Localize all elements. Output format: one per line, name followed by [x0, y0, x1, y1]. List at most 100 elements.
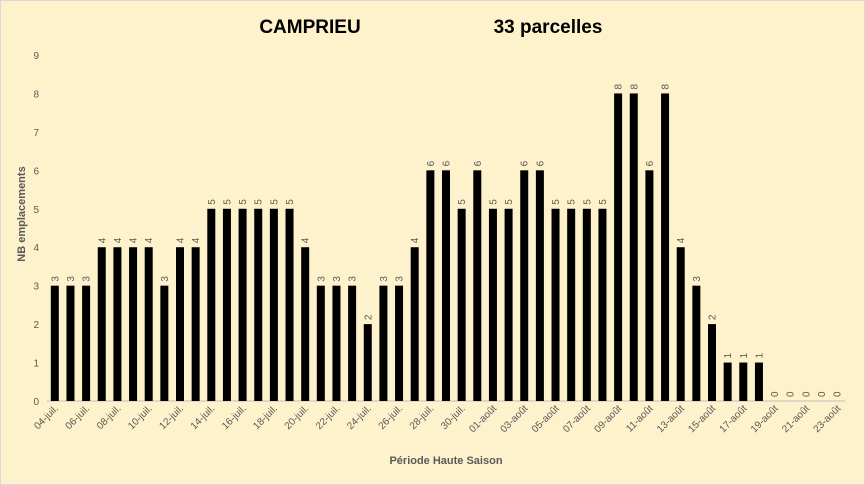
y-tick-label: 6 — [33, 166, 39, 177]
value-label: 3 — [82, 276, 93, 282]
value-label: 5 — [238, 199, 249, 205]
bar — [410, 247, 419, 401]
value-label: 6 — [535, 160, 546, 166]
bar — [614, 93, 623, 401]
value-label: 5 — [582, 199, 593, 205]
bar — [97, 247, 106, 401]
bar — [442, 170, 450, 401]
bar — [176, 247, 184, 401]
value-label: 3 — [160, 276, 171, 282]
bar — [207, 208, 216, 401]
y-tick-label: 1 — [33, 359, 39, 370]
bar — [676, 247, 685, 401]
chart-subtitle: 33 parcelles — [494, 17, 603, 38]
bar — [504, 208, 513, 401]
bar — [50, 285, 59, 401]
bar — [160, 285, 169, 401]
bar — [254, 208, 263, 401]
bar — [708, 324, 716, 401]
bar — [363, 324, 372, 401]
y-tick-label: 8 — [33, 89, 39, 100]
value-label: 0 — [786, 391, 797, 397]
value-label: 4 — [676, 237, 687, 243]
value-label: 4 — [97, 237, 108, 243]
bar — [144, 247, 153, 401]
value-label: 4 — [191, 237, 202, 243]
value-label: 0 — [801, 391, 812, 397]
value-label: 6 — [520, 160, 531, 166]
bar — [82, 285, 91, 401]
bar — [754, 362, 763, 401]
value-label: 6 — [426, 160, 437, 166]
value-label: 6 — [645, 160, 656, 166]
y-axis-title: NB emplacements — [16, 166, 28, 261]
value-label: 3 — [332, 276, 343, 282]
bar — [426, 170, 435, 401]
value-label: 4 — [410, 237, 421, 243]
value-label: 3 — [66, 276, 77, 282]
value-label: 1 — [739, 353, 750, 359]
chart-title: CAMPRIEU — [259, 17, 360, 38]
value-label: 3 — [395, 276, 406, 282]
value-label: 5 — [285, 199, 296, 205]
bar — [222, 208, 231, 401]
y-tick-label: 9 — [33, 51, 39, 62]
value-label: 1 — [723, 353, 734, 359]
bar — [269, 208, 278, 401]
bar — [66, 285, 75, 401]
value-label: 8 — [661, 83, 672, 89]
bar — [395, 285, 404, 401]
bar — [692, 285, 701, 401]
value-label: 4 — [301, 237, 312, 243]
value-label: 5 — [488, 199, 499, 205]
bar — [348, 285, 357, 401]
value-label: 8 — [629, 83, 640, 89]
bar — [473, 170, 482, 401]
bar — [739, 362, 748, 401]
value-label: 4 — [144, 237, 155, 243]
value-label: 5 — [207, 199, 218, 205]
bar — [457, 208, 466, 401]
bar — [567, 208, 576, 401]
bar — [316, 285, 325, 401]
bar — [332, 285, 341, 401]
bar — [113, 247, 122, 401]
y-tick-label: 2 — [33, 320, 39, 331]
value-label: 4 — [113, 237, 124, 243]
bar — [535, 170, 544, 401]
y-tick-label: 7 — [33, 128, 39, 139]
bar — [285, 208, 294, 401]
bar — [379, 285, 388, 401]
bar — [551, 208, 560, 401]
y-tick-label: 0 — [33, 397, 39, 408]
value-label: 2 — [708, 314, 719, 320]
bar — [629, 93, 638, 401]
value-label: 1 — [754, 353, 765, 359]
value-label: 2 — [363, 314, 374, 320]
value-label: 0 — [770, 391, 781, 397]
value-label: 6 — [473, 160, 484, 166]
bar — [520, 170, 529, 401]
value-label: 3 — [692, 276, 703, 282]
value-label: 4 — [129, 237, 140, 243]
value-label: 5 — [598, 199, 609, 205]
bar — [645, 170, 654, 401]
y-tick-label: 4 — [33, 243, 39, 254]
value-label: 5 — [457, 199, 468, 205]
bar — [582, 208, 591, 401]
value-label: 5 — [504, 199, 515, 205]
value-label: 5 — [567, 199, 578, 205]
bar — [301, 247, 310, 401]
value-label: 5 — [269, 199, 280, 205]
value-label: 5 — [222, 199, 233, 205]
value-label: 3 — [379, 276, 390, 282]
value-label: 3 — [348, 276, 359, 282]
bar — [661, 93, 670, 401]
value-label: 3 — [50, 276, 61, 282]
bar — [488, 208, 497, 401]
value-label: 3 — [316, 276, 327, 282]
y-tick-label: 5 — [33, 205, 39, 216]
bar — [238, 208, 247, 401]
bar — [129, 247, 138, 401]
